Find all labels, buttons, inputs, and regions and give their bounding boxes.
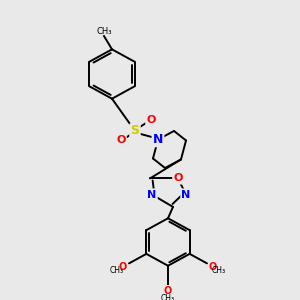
Text: O: O xyxy=(173,173,183,183)
Text: N: N xyxy=(147,190,157,200)
Text: O: O xyxy=(146,115,156,124)
Text: S: S xyxy=(130,124,140,137)
Text: CH₃: CH₃ xyxy=(212,266,226,274)
Text: O: O xyxy=(209,262,217,272)
Text: CH₃: CH₃ xyxy=(161,293,175,300)
Text: O: O xyxy=(119,262,127,272)
Text: CH₃: CH₃ xyxy=(96,27,112,36)
Text: O: O xyxy=(164,286,172,296)
Text: CH₃: CH₃ xyxy=(110,266,124,274)
Text: N: N xyxy=(153,133,163,146)
Text: O: O xyxy=(116,136,126,146)
Text: N: N xyxy=(182,190,190,200)
